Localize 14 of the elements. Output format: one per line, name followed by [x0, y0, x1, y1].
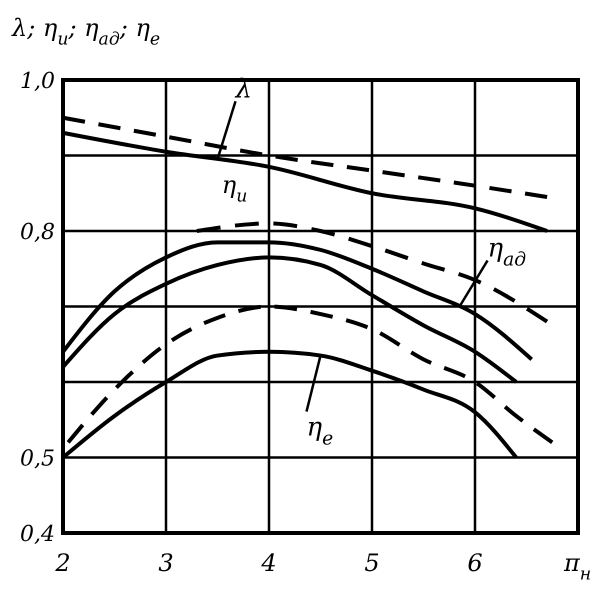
- x-tick-label: 5: [364, 549, 380, 577]
- annotation: η$_{ад}$: [488, 234, 526, 271]
- x-tick-label: 6: [467, 549, 483, 577]
- y-tick-label: 1,0: [20, 69, 55, 94]
- y-tick-label: 0,5: [20, 446, 55, 472]
- annotation: η$_{и}$: [222, 171, 248, 207]
- y-tick-label: 0,8: [20, 220, 55, 245]
- y-axis-title: λ; η$_{и}$; η$_{ад}$; η$_{е}$: [11, 14, 160, 50]
- annotation: η$_{е}$: [306, 412, 334, 450]
- y-tick-label: 0,4: [20, 522, 55, 547]
- x-tick-label: 3: [158, 549, 174, 577]
- x-tick-label: 4: [260, 549, 277, 577]
- x-tick-label: 2: [54, 549, 71, 577]
- x-axis-title: π$_{н}$: [563, 549, 592, 584]
